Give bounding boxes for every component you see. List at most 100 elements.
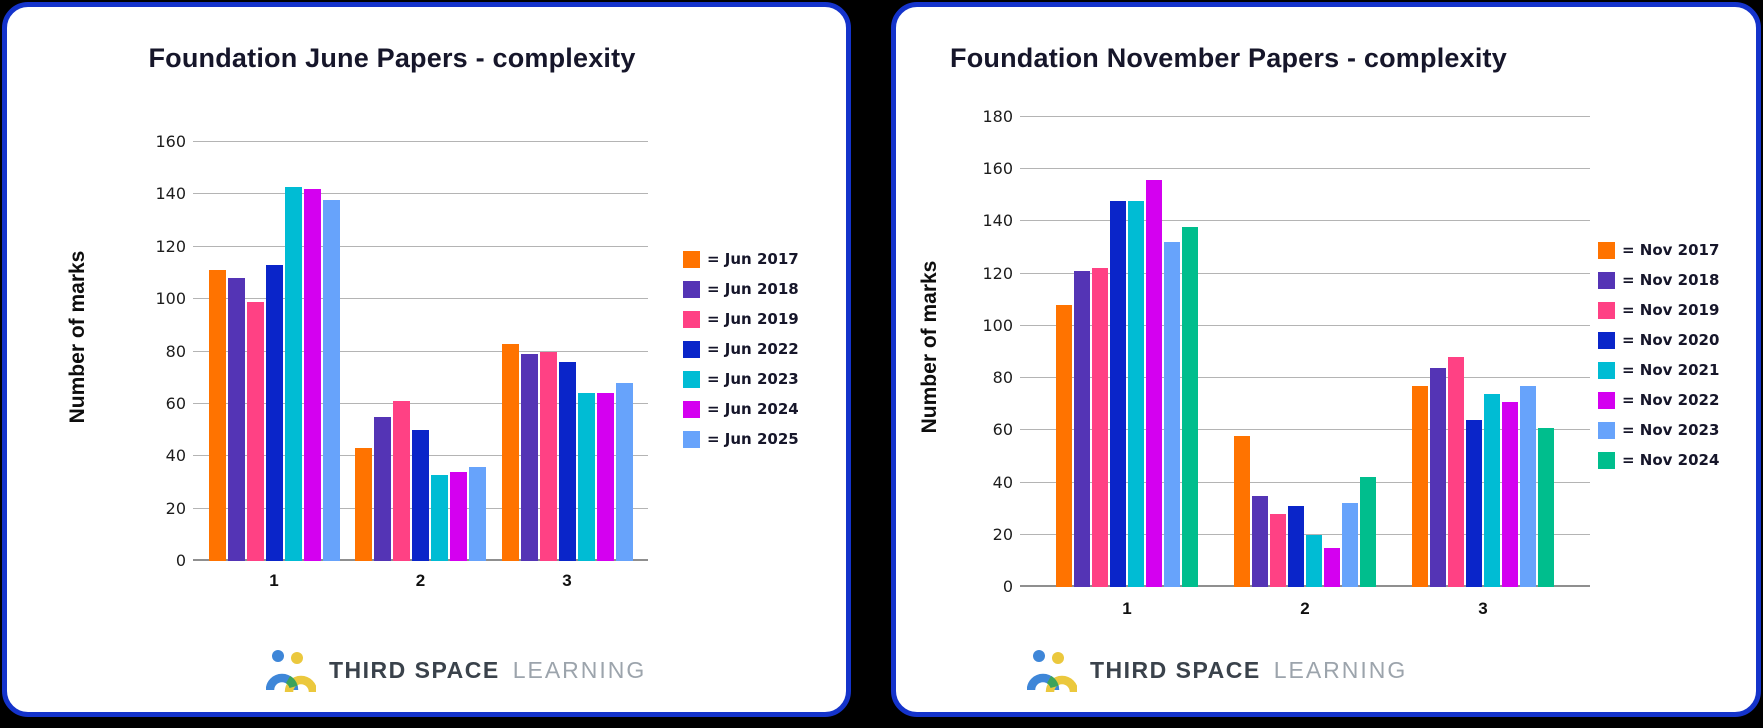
legend-item: = Jun 2023 [683,364,799,394]
y-tick-label: 100 [155,289,186,309]
bar-nov-2023 [1342,503,1358,587]
gridline [1020,481,1590,483]
bar-group [1412,117,1554,587]
bar-group [1234,117,1376,587]
legend-swatch [1598,241,1615,259]
legend-item: = Nov 2022 [1598,385,1719,415]
bar-nov-2017 [1056,305,1072,587]
x-tick-label: 1 [1122,599,1132,618]
gridline [193,350,648,352]
bar-jun-2025 [615,382,633,561]
bar-groups [193,142,648,561]
bar-nov-2019 [1092,268,1108,587]
bar-jun-2018 [227,278,245,561]
gridline [193,298,648,300]
legend-item: = Jun 2017 [683,244,799,274]
legend-label: = Nov 2020 [1622,331,1720,349]
y-tick-label: 80 [992,368,1013,388]
legend-swatch [1598,391,1615,409]
bar-nov-2020 [1288,506,1304,587]
legend-swatch [1598,331,1615,349]
legend-swatch [683,310,700,328]
y-axis-title: Number of marks [918,260,941,434]
legend-swatch [1598,451,1615,469]
y-tick-label: 180 [982,107,1013,126]
bar-jun-2017 [208,270,226,561]
bar-jun-2024 [450,471,467,561]
bar-nov-2018 [1074,271,1090,587]
gridline [193,245,648,247]
y-tick-label: 40 [992,472,1013,492]
bar-jun-2019 [539,351,557,561]
brand-name-bold: THIRD SPACE [329,657,500,683]
gridline [1020,116,1590,117]
bar-group [501,142,633,561]
plot-area [1020,116,1590,587]
bar-nov-2020 [1110,200,1126,587]
y-tick-label: 40 [165,446,186,466]
bar-jun-2022 [412,430,429,561]
legend-swatch [683,370,700,388]
gridline [1020,585,1590,587]
legend-label: = Nov 2022 [1622,391,1720,409]
legend-label: = Jun 2023 [707,370,799,388]
legend-swatch [1598,421,1615,439]
legend: = Nov 2017 = Nov 2018 = Nov 2019 = Nov 2020… [1598,235,1719,475]
legend-swatch [683,430,700,448]
bar-nov-2024 [1360,477,1376,587]
bar-jun-2024 [303,189,321,561]
bar-nov-2022 [1146,179,1162,587]
gridline [1020,377,1590,379]
y-tick-label: 120 [982,263,1013,283]
bar-jun-2019 [393,401,410,561]
bar-nov-2024 [1538,427,1554,587]
legend-item: = Nov 2023 [1598,415,1719,445]
bar-jun-2024 [596,393,614,561]
y-tick-label: 120 [155,236,186,256]
brand-name-light: LEARNING [512,657,647,683]
legend-label: = Nov 2024 [1622,451,1720,469]
bar-nov-2019 [1270,513,1286,587]
gridline [1020,429,1590,431]
legend-item: = Jun 2018 [683,274,799,304]
legend-label: = Nov 2018 [1622,271,1720,289]
legend-swatch [683,340,700,358]
y-tick-label: 20 [165,498,186,518]
legend-label: = Jun 2017 [707,250,799,268]
bar-nov-2017 [1234,435,1250,587]
bar-nov-2022 [1502,401,1518,587]
x-tick-label: 1 [269,571,279,590]
legend-swatch [683,280,700,298]
legend-label: = Nov 2017 [1622,241,1720,259]
legend-item: = Nov 2019 [1598,295,1719,325]
gridline [193,141,648,142]
bar-group [355,142,486,561]
bar-jun-2019 [246,301,264,561]
x-axis: 1 2 3 [1020,599,1590,619]
y-axis-title: Number of marks [66,250,89,424]
bar-nov-2023 [1520,385,1536,587]
legend-swatch [683,400,700,418]
y-tick-label: 140 [155,184,186,204]
x-axis: 1 2 3 [193,571,648,591]
brand-name-light: LEARNING [1273,657,1408,683]
legend-swatch [1598,361,1615,379]
y-tick-label: 0 [1002,577,1013,596]
bar-nov-2018 [1430,367,1446,587]
gridline [1020,272,1590,274]
bar-jun-2023 [284,186,302,561]
legend-label: = Jun 2024 [707,400,799,418]
gridline [1020,533,1590,535]
legend-item: = Nov 2024 [1598,445,1719,475]
legend-item: = Nov 2018 [1598,265,1719,295]
brand-footer: THIRD SPACE LEARNING [266,648,646,693]
legend-label: = Jun 2018 [707,280,799,298]
y-tick-label: 20 [992,524,1013,544]
bar-jun-2023 [577,393,595,561]
legend-item: = Nov 2017 [1598,235,1719,265]
y-tick-label: 140 [982,211,1013,231]
chart-title: Foundation November Papers - complexity [950,43,1507,74]
x-tick-label: 2 [1300,599,1310,618]
bar-jun-2023 [431,474,448,561]
